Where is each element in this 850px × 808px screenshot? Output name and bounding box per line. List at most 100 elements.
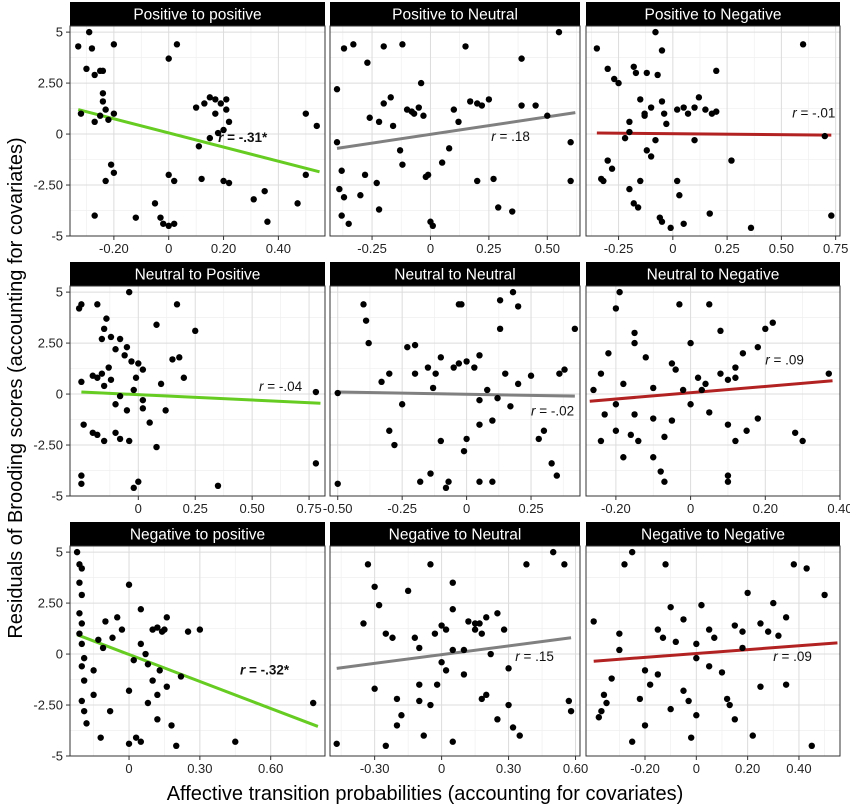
data-point — [460, 447, 468, 455]
data-point — [535, 435, 542, 443]
data-point — [616, 288, 623, 296]
correlation-label: r = -.04 — [259, 379, 303, 394]
data-point — [94, 374, 101, 381]
panel-1: Positive to Neutral -0.25 0 0.25 0.50 r = .18 — [329, 2, 581, 256]
data-point — [220, 126, 227, 134]
data-point — [118, 626, 126, 633]
data-point — [631, 329, 638, 337]
data-point — [455, 360, 463, 367]
data-point — [782, 614, 790, 621]
panel-6: Negative to positive 0 0.30 0.60 -5 -2.50 0 2.5… — [33, 522, 326, 776]
y-tick-label: -5 — [51, 229, 63, 244]
data-point — [502, 370, 509, 377]
data-point — [726, 701, 733, 709]
data-point — [429, 222, 437, 230]
data-point — [345, 220, 352, 227]
regression-line — [589, 379, 833, 403]
data-point — [415, 104, 422, 111]
correlation-symbol: r — [259, 379, 264, 394]
data-point — [507, 403, 514, 410]
panel-strip — [330, 262, 580, 286]
data-point — [90, 691, 97, 699]
data-point — [611, 75, 618, 83]
data-point — [706, 210, 713, 217]
data-point — [718, 669, 726, 676]
panel-title: Positive to positive — [133, 7, 261, 24]
data-point — [673, 177, 681, 185]
data-point — [427, 470, 434, 477]
data-point — [803, 565, 810, 572]
data-point — [687, 339, 694, 347]
panels-layer: Positive to positive -0.20 0 0.20 0.40 -5 -2.5… — [33, 2, 850, 776]
data-point — [565, 697, 573, 705]
correlation-value: = -.31* — [223, 130, 268, 145]
data-point — [684, 110, 692, 117]
data-point — [309, 699, 317, 707]
data-point — [170, 220, 178, 227]
regression-line — [77, 108, 320, 174]
data-point — [463, 358, 470, 365]
x-tick-label: 0 — [427, 241, 434, 256]
data-point — [196, 626, 204, 633]
data-point — [676, 301, 683, 308]
data-point — [654, 671, 662, 678]
data-point — [717, 370, 724, 377]
data-point — [163, 683, 171, 690]
data-point — [650, 384, 657, 392]
data-point — [680, 104, 687, 111]
data-point — [762, 325, 769, 333]
data-point — [615, 79, 622, 87]
data-point — [663, 120, 670, 128]
data-point — [711, 634, 718, 641]
data-point — [687, 401, 694, 408]
panel-8: Negative to Negative -0.20 0 0.20 0.40 r = .0… — [585, 522, 841, 776]
data-point — [149, 677, 156, 684]
data-point — [567, 707, 575, 715]
data-point — [100, 382, 108, 390]
data-point — [449, 646, 456, 654]
data-point — [97, 734, 104, 741]
correlation-value: = .09 — [770, 352, 804, 367]
correlation-label: r = .18 — [491, 129, 530, 144]
correlation-value: = .09 — [778, 649, 812, 664]
data-point — [416, 681, 423, 688]
data-point — [601, 411, 608, 418]
data-point — [411, 370, 419, 377]
data-point — [398, 401, 406, 408]
data-point — [110, 169, 118, 176]
data-point — [102, 106, 109, 113]
data-point — [162, 407, 169, 414]
data-point — [125, 288, 133, 296]
data-point — [85, 28, 93, 36]
plot-area — [70, 26, 325, 236]
data-point — [620, 380, 627, 388]
data-point — [78, 640, 86, 648]
data-point — [590, 386, 597, 394]
data-point — [600, 691, 608, 699]
correlation-symbol: r — [491, 129, 496, 144]
data-point — [445, 145, 453, 152]
data-point — [657, 468, 664, 475]
data-point — [598, 707, 605, 715]
data-point — [676, 192, 683, 199]
data-point — [399, 161, 406, 168]
data-point — [389, 122, 397, 130]
data-point — [312, 388, 320, 396]
data-point — [438, 622, 445, 629]
data-point — [340, 45, 348, 52]
correlation-symbol: r — [240, 662, 246, 677]
data-point — [78, 301, 85, 308]
data-point — [612, 401, 620, 408]
data-point — [713, 108, 720, 115]
data-point — [100, 437, 108, 445]
data-point — [125, 687, 133, 694]
data-point — [597, 370, 605, 377]
panel-title: Negative to Negative — [641, 527, 785, 544]
data-point — [641, 112, 648, 119]
data-point — [220, 177, 227, 185]
data-point — [724, 472, 732, 479]
data-point — [724, 478, 732, 485]
data-point — [650, 454, 657, 461]
data-point — [94, 431, 101, 439]
correlation-value: = .18 — [496, 129, 530, 144]
